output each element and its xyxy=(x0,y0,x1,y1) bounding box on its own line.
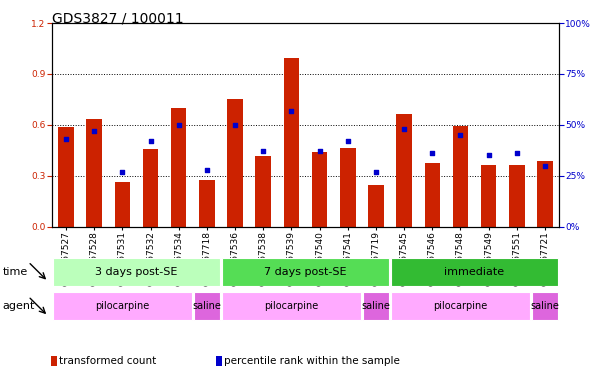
Point xyxy=(399,126,409,132)
Text: 7 days post-SE: 7 days post-SE xyxy=(264,266,347,277)
Text: time: time xyxy=(2,266,27,277)
Point xyxy=(456,132,466,138)
Bar xyxy=(368,185,384,227)
Point xyxy=(287,108,296,114)
Text: saline: saline xyxy=(192,301,221,311)
Bar xyxy=(391,258,558,286)
Point xyxy=(540,162,550,169)
Text: agent: agent xyxy=(2,301,35,311)
Bar xyxy=(363,293,389,320)
Text: saline: saline xyxy=(530,301,560,311)
Point xyxy=(258,148,268,154)
Text: pilocarpine: pilocarpine xyxy=(433,301,488,311)
Text: GDS3827 / 100011: GDS3827 / 100011 xyxy=(52,12,183,25)
Point xyxy=(484,152,494,159)
Point xyxy=(89,128,99,134)
Bar xyxy=(115,182,130,227)
Text: percentile rank within the sample: percentile rank within the sample xyxy=(224,356,400,366)
Bar xyxy=(537,161,553,227)
Bar xyxy=(425,163,440,227)
Bar xyxy=(312,152,327,227)
Bar xyxy=(397,114,412,227)
Text: immediate: immediate xyxy=(444,266,505,277)
Bar xyxy=(58,127,74,227)
Bar xyxy=(391,293,530,320)
Bar xyxy=(222,258,389,286)
Bar xyxy=(284,58,299,227)
Bar xyxy=(194,293,220,320)
Bar xyxy=(199,180,214,227)
Point xyxy=(145,138,155,144)
Point xyxy=(202,167,212,173)
Bar xyxy=(222,293,361,320)
Point xyxy=(315,148,324,154)
Point xyxy=(117,169,127,175)
Bar xyxy=(509,165,525,227)
Bar xyxy=(53,258,220,286)
Bar xyxy=(453,126,468,227)
Point xyxy=(512,150,522,156)
Bar xyxy=(532,293,558,320)
Bar xyxy=(481,165,496,227)
Point xyxy=(371,169,381,175)
Bar xyxy=(86,119,102,227)
Point xyxy=(61,136,71,142)
Bar xyxy=(227,99,243,227)
Text: 3 days post-SE: 3 days post-SE xyxy=(95,266,178,277)
Point xyxy=(343,138,353,144)
Point xyxy=(230,122,240,128)
Text: pilocarpine: pilocarpine xyxy=(95,301,150,311)
Point xyxy=(174,122,184,128)
Bar xyxy=(53,293,192,320)
Bar xyxy=(340,148,356,227)
Bar xyxy=(255,156,271,227)
Bar xyxy=(171,108,186,227)
Bar xyxy=(143,149,158,227)
Text: transformed count: transformed count xyxy=(59,356,156,366)
Text: saline: saline xyxy=(362,301,390,311)
Text: pilocarpine: pilocarpine xyxy=(265,301,318,311)
Point xyxy=(428,150,437,156)
